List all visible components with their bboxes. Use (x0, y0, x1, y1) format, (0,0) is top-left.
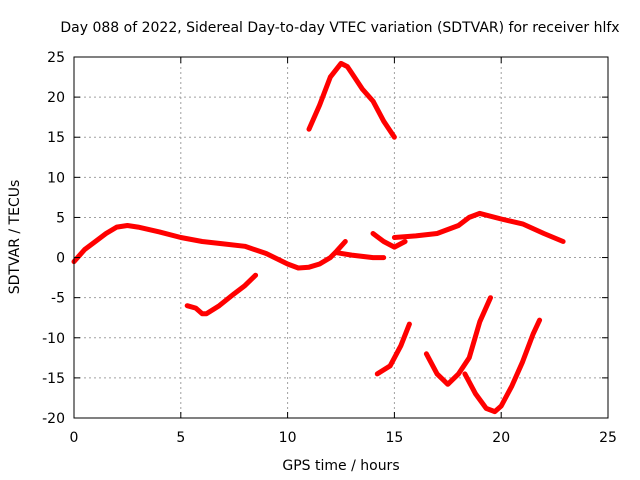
x-tick-label: 15 (385, 430, 403, 446)
series-segment-8 (423, 295, 493, 387)
x-tick-label: 20 (492, 430, 510, 446)
y-tick-label: 20 (47, 90, 65, 106)
plot-frame (73, 56, 609, 419)
series-segment-7 (374, 321, 412, 377)
x-axis-label: GPS time / hours (282, 458, 399, 474)
x-tick-labels: 0 5 10 15 20 25 (70, 430, 617, 446)
x-tick-label: 10 (279, 430, 297, 446)
series-segment-1 (71, 223, 348, 271)
y-tick-label: 0 (56, 251, 65, 267)
x-tick-label: 5 (176, 430, 185, 446)
y-tick-label: 5 (56, 210, 65, 226)
series-segment-4 (391, 210, 566, 244)
y-tick-labels: 25 20 15 10 5 0 -5 -10 -15 -20 (42, 50, 65, 427)
y-tick-label: -15 (42, 371, 65, 387)
series-segment-3 (370, 231, 408, 250)
y-axis-label: SDTVAR / TECUs (7, 180, 23, 295)
y-tick-label: 15 (47, 130, 65, 146)
chart-title: Day 088 of 2022, Sidereal Day-to-day VTE… (60, 20, 619, 36)
x-tick-label: 0 (70, 430, 79, 446)
series-segment-2 (334, 250, 387, 261)
x-tick-label: 25 (599, 430, 617, 446)
y-tick-label: -5 (51, 291, 65, 307)
series-segment-6 (184, 272, 259, 317)
series-red (71, 60, 566, 415)
series-segment-5 (306, 60, 397, 140)
y-tick-label: 10 (47, 170, 65, 186)
series-segment-9 (462, 317, 543, 415)
y-tick-label: -10 (42, 331, 65, 347)
y-tick-label: 25 (47, 50, 65, 66)
axis-ticks (73, 56, 609, 419)
y-tick-label: -20 (42, 411, 65, 427)
grid (74, 57, 608, 418)
